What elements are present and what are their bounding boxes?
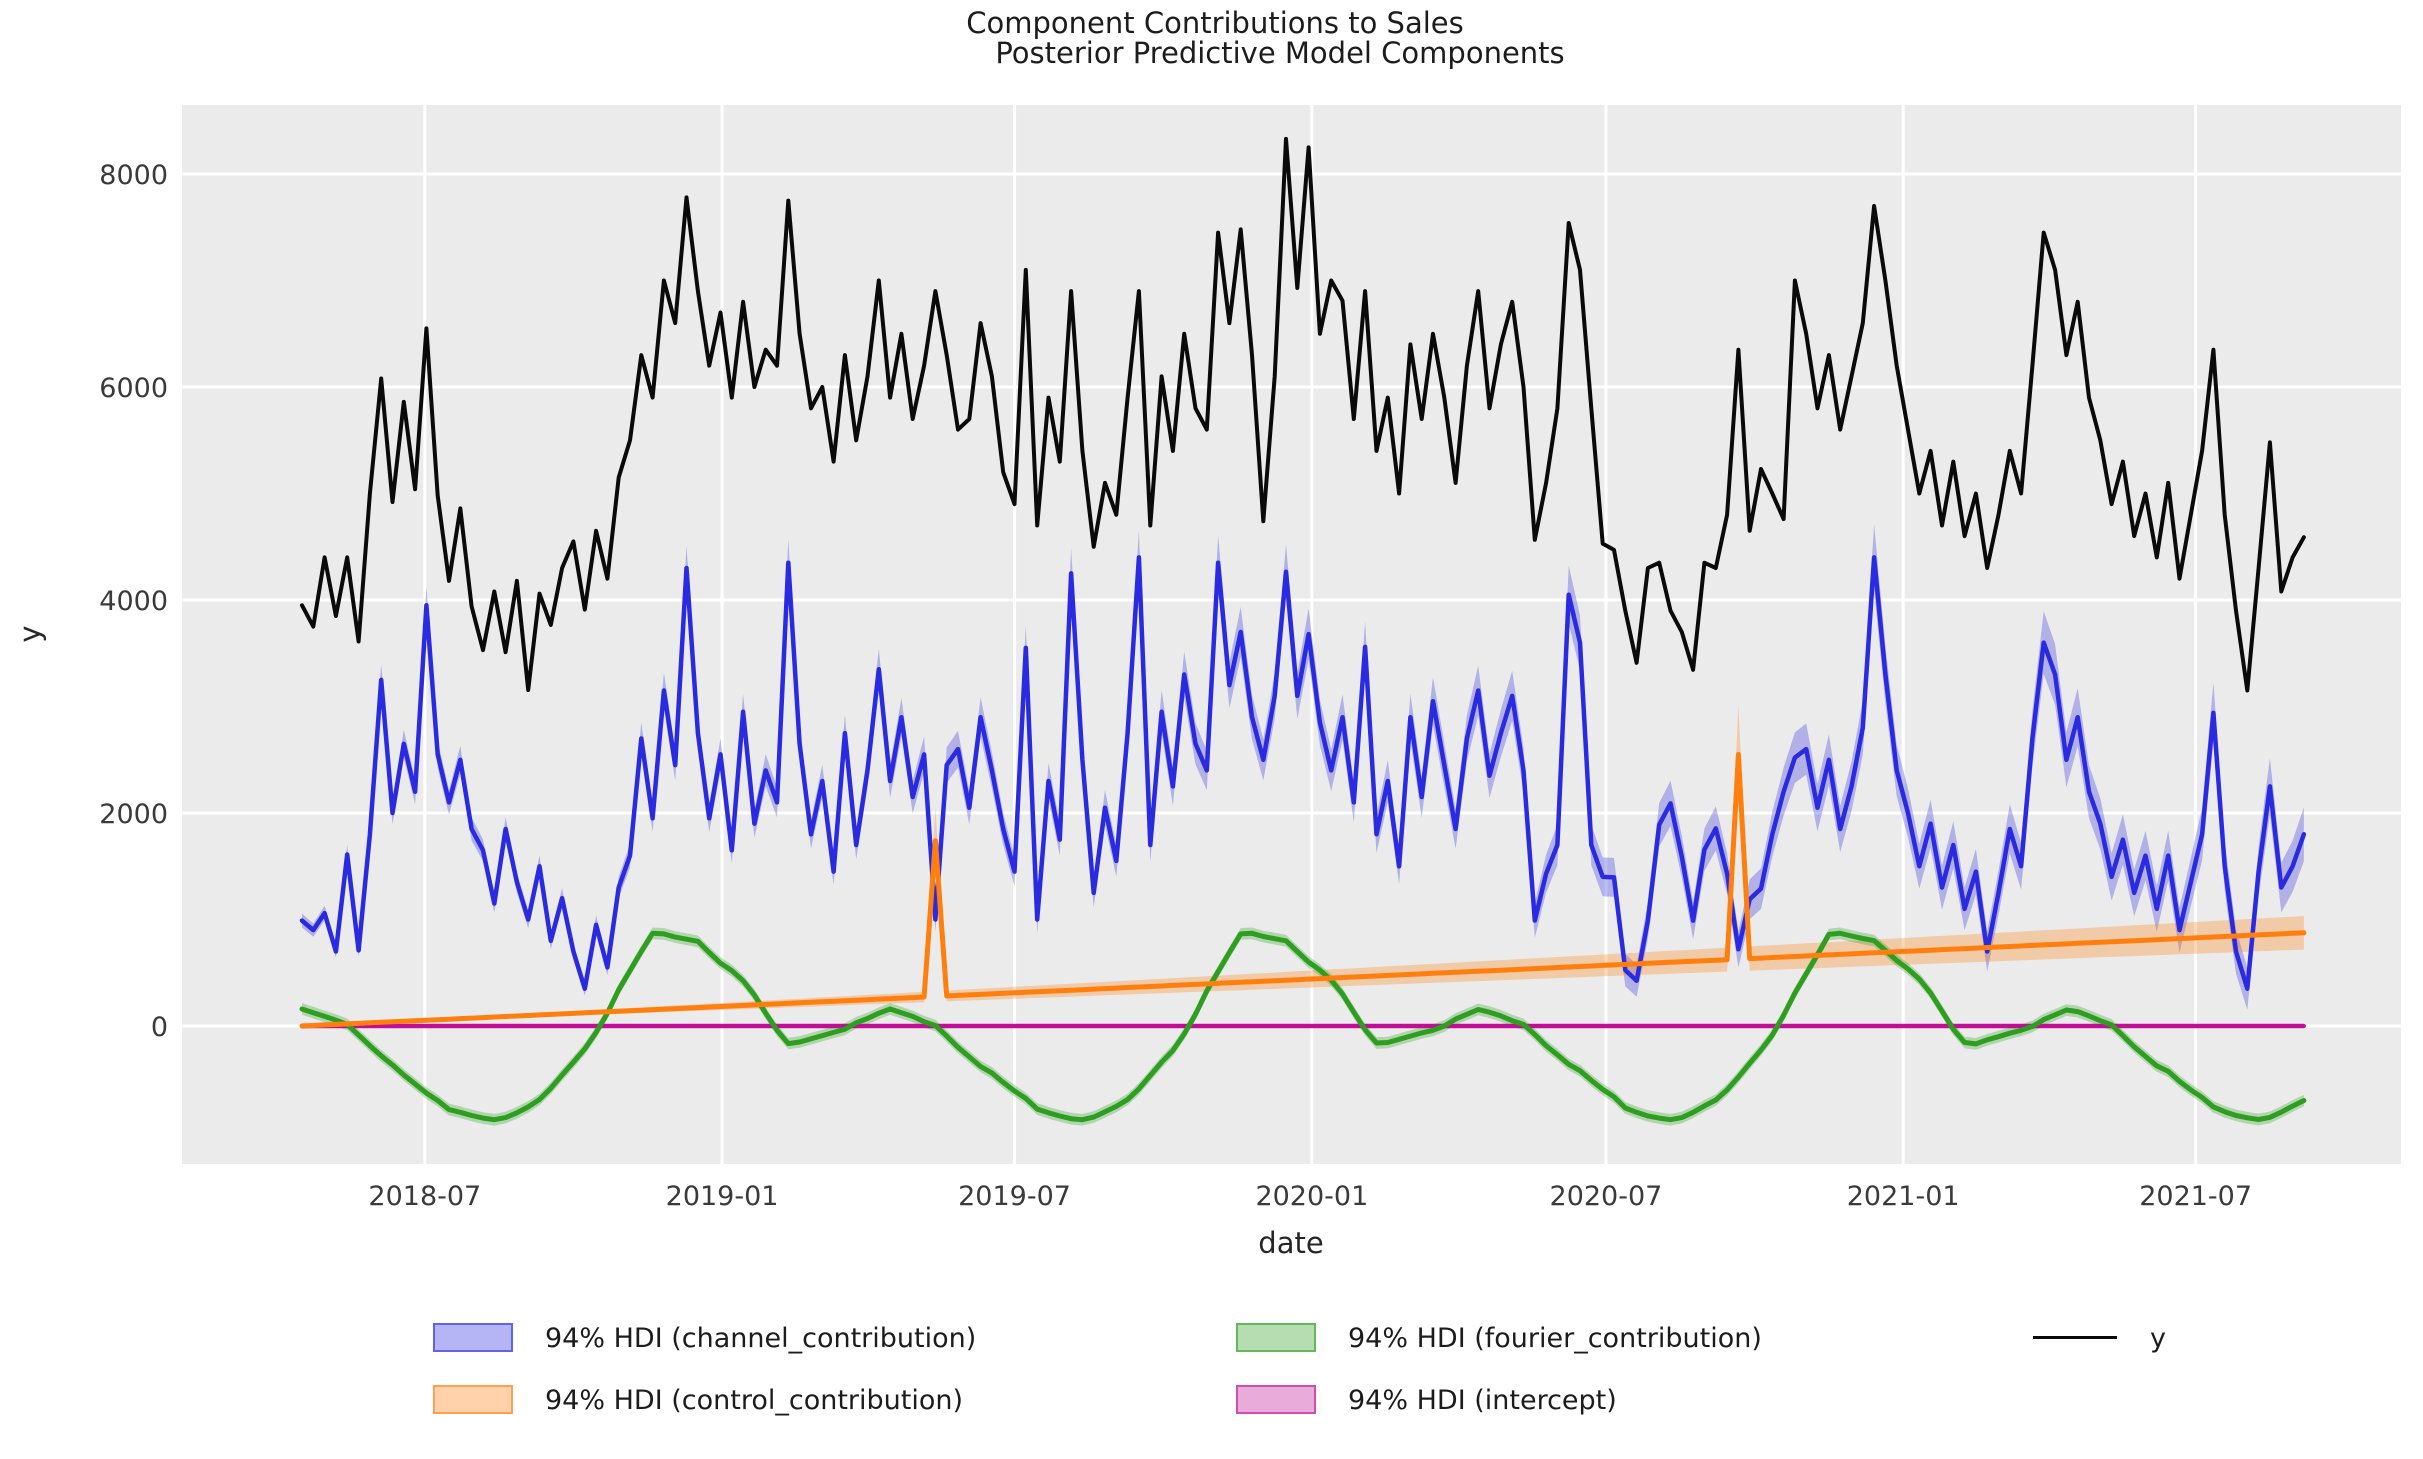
x-tick-2018-07: 2018-07 <box>368 1181 481 1212</box>
x-axis-label: date <box>1258 1226 1324 1260</box>
y-tick-0: 0 <box>151 1012 168 1043</box>
x-tick-2020-07: 2020-07 <box>1550 1181 1663 1212</box>
x-tick-2019-01: 2019-01 <box>666 1181 779 1212</box>
hdi-band-control_contribution <box>302 705 2304 1027</box>
x-tick-2020-01: 2020-01 <box>1255 1181 1368 1212</box>
chart-title: Component Contributions to Sales <box>966 6 1464 40</box>
x-tick-2019-07: 2019-07 <box>958 1181 1071 1212</box>
legend-label-control: 94% HDI (control_contribution) <box>545 1385 964 1416</box>
legend-label-intercept: 94% HDI (intercept) <box>1348 1385 1617 1416</box>
y-tick-8000: 8000 <box>99 160 168 191</box>
legend-swatch-channel <box>433 1323 513 1352</box>
chart-subtitle: Posterior Predictive Model Components <box>995 36 1565 70</box>
legend-swatch-intercept <box>1236 1385 1316 1414</box>
legend-label-channel: 94% HDI (channel_contribution) <box>545 1323 977 1354</box>
y-tick-6000: 6000 <box>99 373 168 404</box>
series-line-y <box>300 136 2306 693</box>
x-tick-2021-07: 2021-07 <box>2139 1181 2252 1212</box>
legend-label-fourier: 94% HDI (fourier_contribution) <box>1348 1323 1762 1354</box>
legend-swatch-fourier <box>1236 1323 1316 1352</box>
y-tick-2000: 2000 <box>99 799 168 830</box>
series-line-fourier_contribution <box>299 930 2307 1123</box>
legend-label-y: y <box>2150 1323 2166 1354</box>
series-line-channel_contribution <box>299 555 2307 991</box>
x-tick-2021-01: 2021-01 <box>1847 1181 1960 1212</box>
legend-swatch-control <box>433 1385 513 1414</box>
legend-line-sample-y <box>2033 1336 2117 1339</box>
series-line-control_contribution <box>299 751 2307 1029</box>
y-axis-label: y <box>13 625 47 643</box>
y-tick-4000: 4000 <box>99 586 168 617</box>
